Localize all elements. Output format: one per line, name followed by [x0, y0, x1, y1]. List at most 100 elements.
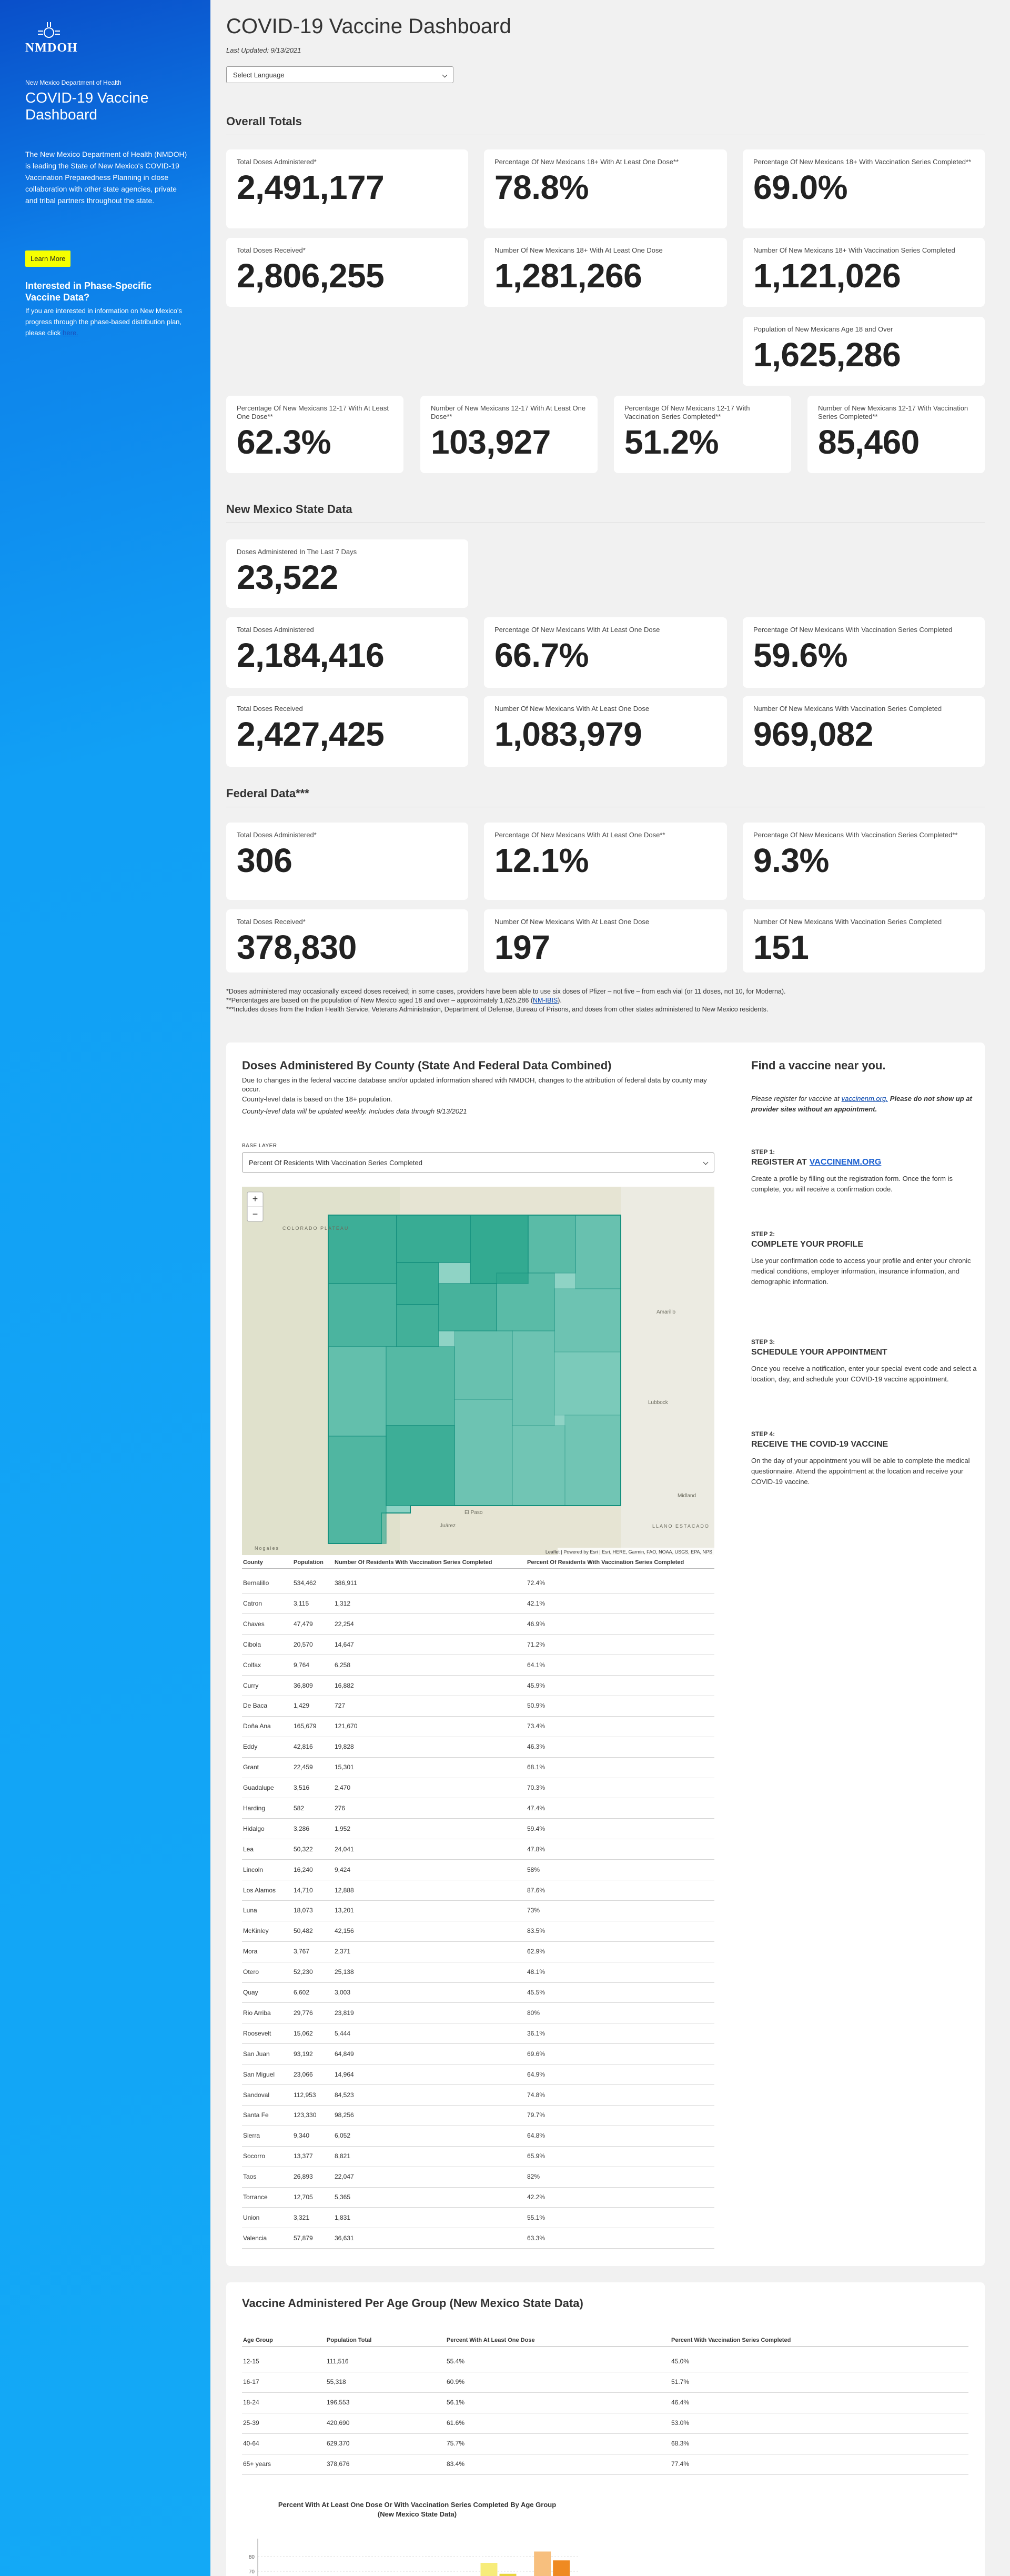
step-text: Create a profile by filling out the regi…	[751, 1175, 953, 1193]
table-cell: 73%	[527, 1907, 540, 1915]
table-cell: 98,256	[335, 2111, 354, 2119]
footnote: **Percentages are based on the populatio…	[226, 996, 984, 1005]
table-cell: 1,952	[335, 1825, 351, 1832]
stat-value: 1,625,286	[753, 336, 901, 374]
footnote-link[interactable]: NM-IBIS	[533, 997, 558, 1004]
stat-value: 12.1%	[494, 841, 589, 879]
table-cell: 57,879	[294, 2234, 313, 2242]
age-card	[226, 2282, 985, 2576]
table-cell: Luna	[243, 1907, 257, 1915]
table-cell: 1,831	[335, 2213, 351, 2221]
zoom-in[interactable]: +	[252, 1194, 258, 1204]
table-cell: 71.2%	[527, 1640, 546, 1648]
map-place-label: El Paso	[464, 1510, 483, 1516]
stat-value: 1,083,979	[494, 715, 642, 753]
stat-label: Number Of New Mexicans With At Least One…	[494, 918, 650, 926]
section-heading: Federal Data***	[226, 787, 309, 800]
age-chart: Percent With At Least One Dose Or With V…	[249, 2501, 579, 2576]
find-warning: Please do not show up at provider sites …	[751, 1095, 972, 1113]
stat-label: Number Of New Mexicans With Vaccination …	[753, 918, 942, 926]
table-cell: 42.2%	[527, 2193, 546, 2201]
table-cell: 3,003	[335, 1989, 351, 1996]
stat-card: Total Doses Administered* 2,491,177	[226, 149, 468, 228]
step-text: Use your confirmation code to access you…	[751, 1257, 971, 1286]
table-cell: 3,321	[294, 2213, 310, 2221]
table-cell: Taos	[243, 2173, 257, 2181]
department-name: New Mexico Department of Health	[25, 79, 122, 86]
stat-label: Total Doses Received	[237, 705, 303, 713]
table-cell: 47.8%	[527, 1845, 546, 1853]
table-header: Percent With At Least One Dose	[447, 2337, 535, 2343]
stat-value: 1,281,266	[494, 257, 642, 295]
table-cell: 65+ years	[243, 2460, 271, 2468]
map-attribution: Leaflet | Powered by Esri | Esri, HERE, …	[546, 1549, 712, 1555]
step-text: On the day of your appointment you will …	[751, 1457, 970, 1486]
table-cell: 53.0%	[671, 2419, 690, 2427]
table-cell: 82%	[527, 2173, 540, 2181]
table-rule	[242, 1982, 714, 1983]
table-cell: 42,156	[335, 1927, 354, 1935]
table-cell: 46.9%	[527, 1620, 546, 1628]
footnote: *Doses administered may occasionally exc…	[226, 988, 786, 995]
table-cell: 5,365	[335, 2193, 351, 2201]
table-rule	[242, 2207, 714, 2208]
table-cell: Cibola	[243, 1640, 261, 1648]
county-map[interactable]: + − Leaflet | Powered by Esri | Esri, HERE…	[242, 1187, 714, 1555]
table-cell: 13,201	[335, 1907, 354, 1915]
map-place-label: LLANO ESTACADO	[652, 1523, 710, 1529]
stat-value: 23,522	[237, 558, 338, 596]
table-cell: 75.7%	[447, 2440, 465, 2447]
language-select-text: Select Language	[233, 71, 285, 79]
find-intro-link[interactable]: vaccinenm.org.	[841, 1095, 888, 1102]
learn-more-button[interactable]: Learn More	[25, 250, 71, 267]
sidebar-title: COVID-19 Vaccine Dashboard	[25, 89, 149, 123]
table-cell: 24,041	[335, 1845, 354, 1853]
table-cell: 8,821	[335, 2152, 351, 2160]
step-title: RECEIVE THE COVID-19 VACCINE	[751, 1440, 888, 1449]
table-cell: Quay	[243, 1989, 258, 1996]
stat-value: 66.7%	[494, 636, 589, 674]
table-cell: 55.4%	[447, 2358, 465, 2365]
step-title-link[interactable]: VACCINENM.ORG	[809, 1158, 882, 1167]
table-cell: Catron	[243, 1599, 262, 1607]
table-cell: 51.7%	[671, 2378, 690, 2385]
table-cell: 50.9%	[527, 1702, 546, 1710]
table-cell: De Baca	[243, 1702, 268, 1710]
table-rule	[242, 2392, 968, 2393]
layer-select[interactable]: Percent Of Residents With Vaccination Se…	[242, 1152, 714, 1172]
zoom-out[interactable]: −	[252, 1209, 258, 1219]
stat-label: Number Of New Mexicans 18+ With Vaccinat…	[753, 246, 955, 254]
table-cell: 3,516	[294, 1784, 310, 1791]
table-cell: 50,322	[294, 1845, 313, 1853]
county-title: Doses Administered By County (State And …	[242, 1059, 612, 1072]
table-cell: 121,670	[335, 1722, 358, 1730]
bar	[480, 2563, 498, 2576]
table-cell: 36,631	[335, 2234, 354, 2242]
language-select[interactable]: Select Language	[226, 66, 453, 83]
table-cell: 50,482	[294, 1927, 313, 1935]
stat-card: Percentage Of New Mexicans With At Least…	[484, 823, 727, 900]
table-rule	[242, 1900, 714, 1901]
table-cell: 68.1%	[527, 1763, 546, 1771]
stat-value: 306	[237, 841, 292, 879]
table-cell: 22,254	[335, 1620, 354, 1628]
table-rule	[242, 2346, 968, 2347]
chart-title: Percent With At Least One Dose Or With V…	[278, 2501, 556, 2509]
bar	[499, 2573, 517, 2576]
table-cell: McKinley	[243, 1927, 269, 1935]
step-number: STEP 3:	[751, 1338, 775, 1346]
stat-card: Percentage Of New Mexicans 12-17 With At…	[226, 396, 403, 473]
table-cell: 20,570	[294, 1640, 313, 1648]
step-number: STEP 4:	[751, 1430, 775, 1438]
phase-link[interactable]: here.	[63, 329, 78, 337]
step-title: COMPLETE YOUR PROFILE	[751, 1240, 863, 1249]
table-cell: 14,964	[335, 2070, 354, 2078]
stat-card: Percentage Of New Mexicans 18+ With Vacc…	[743, 149, 985, 228]
footnotes: *Doses administered may occasionally exc…	[226, 987, 984, 1014]
table-cell: 14,647	[335, 1640, 354, 1648]
table-cell: 26,893	[294, 2173, 313, 2181]
map-place-label: Nogales	[255, 1546, 279, 1551]
step-title-text: COMPLETE YOUR PROFILE	[751, 1240, 864, 1249]
table-cell: 386,911	[335, 1579, 357, 1587]
step-number: STEP 1:	[751, 1148, 775, 1156]
